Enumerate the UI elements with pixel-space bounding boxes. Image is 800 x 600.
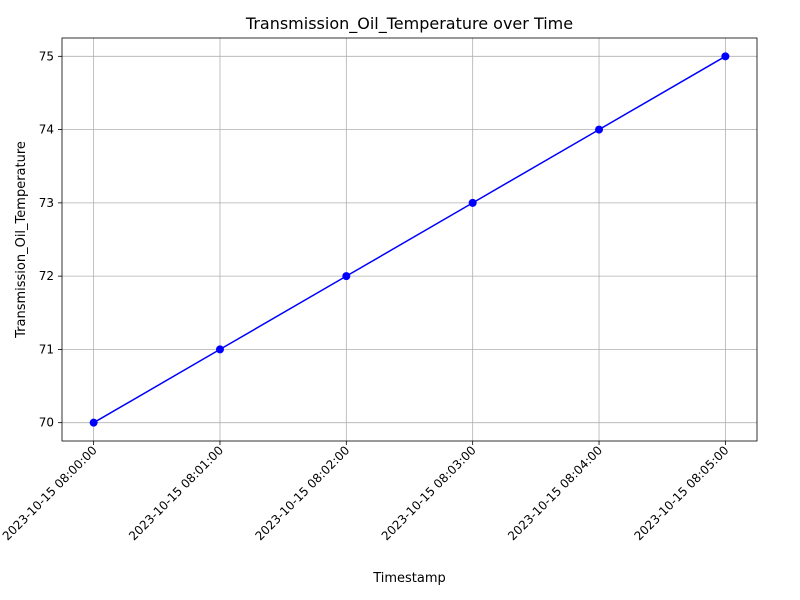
x-tick-label: 2023-10-15 08:00:00: [0, 443, 100, 543]
data-point: [468, 198, 477, 207]
data-point: [89, 418, 98, 427]
data-point: [721, 52, 730, 61]
y-tick-label: 75: [39, 49, 54, 63]
y-tick-label: 70: [39, 416, 54, 430]
x-tick-label: 2023-10-15 08:05:00: [631, 443, 731, 543]
y-tick-label: 71: [39, 342, 54, 356]
chart-title: Transmission_Oil_Temperature over Time: [245, 14, 573, 34]
x-tick-label: 2023-10-15 08:04:00: [505, 443, 605, 543]
x-axis-label: Timestamp: [372, 571, 446, 586]
y-tick-label: 74: [39, 123, 54, 137]
plot-area-frame: [61, 37, 758, 442]
x-tick-label: 2023-10-15 08:01:00: [126, 443, 226, 543]
series-layer: [89, 52, 730, 427]
y-axis-label: Transmission_Oil_Temperature: [14, 141, 29, 339]
x-tick-label: 2023-10-15 08:02:00: [252, 443, 352, 543]
y-tick-label: 73: [39, 196, 54, 210]
grid-layer: [62, 38, 757, 441]
ticks-layer: 2023-10-15 08:00:00 2023-10-15 08:01:00 20…: [0, 49, 731, 543]
x-tick-label: 2023-10-15 08:03:00: [379, 443, 479, 543]
data-point: [595, 125, 604, 134]
data-point: [342, 272, 351, 281]
y-tick-label: 72: [39, 269, 54, 283]
data-point: [215, 345, 224, 354]
series-line: [93, 55, 726, 424]
